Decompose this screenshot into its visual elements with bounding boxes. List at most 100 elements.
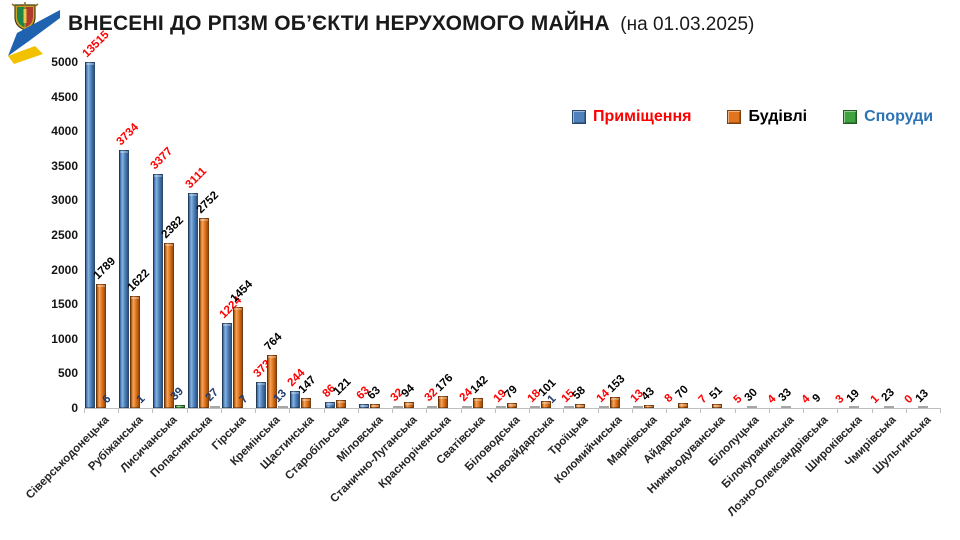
bar-Приміщення-Попаснянська bbox=[187, 192, 198, 408]
bar-value-label: 2752 bbox=[194, 188, 221, 216]
bar-value-label: 1622 bbox=[125, 267, 153, 294]
axis-tick bbox=[220, 409, 222, 413]
bar-Будівлі-Старобільська bbox=[335, 399, 346, 408]
legend: Приміщення Будівлі Споруди bbox=[572, 108, 933, 126]
axis-tick bbox=[392, 409, 394, 413]
flag-ribbon-icon bbox=[8, 10, 60, 64]
axis-tick bbox=[666, 409, 668, 413]
legend-marker-icon bbox=[727, 110, 742, 124]
bar-Приміщення-Марківська bbox=[632, 406, 643, 408]
bar-value-label: 764 bbox=[262, 331, 285, 354]
legend-item-Приміщення: Приміщення bbox=[572, 108, 691, 126]
bar-Будівлі-Новоайдарська bbox=[541, 401, 552, 408]
organization-logo-icon bbox=[8, 2, 60, 64]
axis-tick bbox=[905, 409, 907, 413]
legend-label: Споруди bbox=[864, 108, 934, 125]
axis-tick bbox=[426, 409, 428, 413]
y-axis-label: 3500 bbox=[51, 158, 78, 173]
y-axis-label: 500 bbox=[57, 366, 78, 381]
x-axis-line bbox=[84, 408, 941, 409]
axis-tick bbox=[357, 409, 359, 413]
axis-tick bbox=[837, 409, 839, 413]
axis-tick bbox=[597, 409, 599, 413]
bar-value-label: 3734 bbox=[114, 121, 142, 148]
bar-Приміщення-Рубіжанська bbox=[119, 149, 130, 408]
x-axis-label: Шульгинська bbox=[870, 414, 934, 477]
axis-tick bbox=[255, 409, 257, 413]
bar-value-label: 43 bbox=[639, 385, 657, 404]
bar-Приміщення-Гірська bbox=[221, 323, 232, 408]
y-axis-label: 4000 bbox=[51, 124, 78, 139]
chart-title-date: (на 01.03.2025) bbox=[620, 14, 755, 35]
bar-Приміщення-Коломийчиська bbox=[598, 406, 609, 408]
bar-value-label: 2382 bbox=[159, 214, 187, 242]
axis-tick bbox=[940, 409, 941, 413]
bar-Будівлі-Попаснянська bbox=[198, 217, 209, 408]
bar-Будівлі-Айдарська bbox=[678, 403, 689, 408]
bar-Будівлі-Красноріченська bbox=[438, 395, 449, 408]
bar-Будівлі-Міловська bbox=[369, 403, 380, 408]
bar-Будівлі-Лисичанська bbox=[164, 243, 175, 408]
legend-label: Приміщення bbox=[593, 108, 692, 125]
axis-tick bbox=[529, 409, 531, 413]
bar-value-label: 176 bbox=[433, 371, 456, 394]
bar-value-label: 13 bbox=[913, 387, 931, 406]
axis-tick bbox=[460, 409, 462, 413]
axis-tick bbox=[631, 409, 633, 413]
axis-tick bbox=[289, 409, 291, 413]
bar-Будівлі-Білолуцька bbox=[746, 405, 757, 408]
bar-Приміщення-Сватівська bbox=[461, 406, 472, 408]
bar-value-label: 33 bbox=[776, 386, 794, 404]
bar-Приміщення-Сіверськодонецька bbox=[85, 62, 95, 408]
bar-Будівлі-Гірська bbox=[232, 307, 243, 408]
bar-Будівлі-Марківська bbox=[643, 405, 654, 408]
bar-Приміщення-Біловодська bbox=[495, 406, 506, 408]
bar-Будівлі-Щастинська bbox=[301, 397, 312, 408]
bar-value-label: 3111 bbox=[183, 165, 209, 191]
bar-value-label: 9 bbox=[810, 392, 824, 406]
bar-Будівлі-Білокуракинська bbox=[780, 405, 791, 408]
y-axis-label: 0 bbox=[71, 401, 78, 415]
bar-value-label: 63 bbox=[365, 384, 383, 402]
axis-tick bbox=[734, 409, 736, 413]
axis-tick bbox=[803, 409, 805, 413]
bar-Будівлі-Чмирівська bbox=[883, 406, 894, 408]
bar-value-label: 23 bbox=[879, 386, 897, 405]
axis-tick bbox=[118, 409, 120, 413]
bar-Приміщення-Троїцька bbox=[564, 406, 575, 408]
y-axis-label: 1500 bbox=[51, 297, 78, 312]
legend-item-Будівлі: Будівлі bbox=[727, 108, 807, 126]
page-title: ВНЕСЕНІ ДО РПЗМ ОБ’ЄКТИ НЕРУХОМОГО МАЙНА… bbox=[68, 12, 948, 36]
bar-value-label: 70 bbox=[673, 383, 692, 402]
bar-Будівлі-Сіверськодонецька bbox=[96, 284, 106, 408]
bar-Будівлі-Кремінська bbox=[267, 355, 278, 408]
legend-marker-icon bbox=[572, 110, 586, 124]
x-axis-label: Сіверськодонецька bbox=[23, 414, 112, 502]
bar-Приміщення-Кремінська bbox=[256, 382, 267, 408]
bar-value-label: 51 bbox=[707, 384, 726, 403]
y-axis-label: 5000 bbox=[51, 55, 78, 69]
axis-tick bbox=[563, 409, 565, 413]
bar-Приміщення-Красноріченська bbox=[427, 405, 438, 408]
plot-area: 13515 3734 3377 3111 1224 373 244 86 63 32 32 24 19 1… bbox=[81, 29, 940, 408]
bar-Приміщення-Старобільська bbox=[324, 402, 335, 408]
bar-Будівлі-Коломийчиська bbox=[609, 397, 620, 408]
bar-Будівлі-Нижньодуванська bbox=[712, 404, 723, 408]
y-axis-label: 2000 bbox=[51, 262, 78, 277]
bar-Приміщення-Новоайдарська bbox=[530, 406, 541, 408]
bar-Приміщення-Міловська bbox=[358, 403, 369, 408]
axis-tick bbox=[768, 409, 770, 413]
legend-marker-icon bbox=[843, 110, 858, 124]
bar-Споруди-Попаснянська bbox=[209, 406, 220, 408]
axis-tick bbox=[186, 409, 188, 413]
y-axis-label: 3000 bbox=[51, 193, 78, 208]
bar-Будівлі-Станично-Луганська bbox=[404, 401, 415, 408]
legend-item-Споруди: Споруди bbox=[843, 108, 933, 126]
bar-Будівлі-Троїцька bbox=[575, 404, 586, 408]
axis-tick bbox=[700, 409, 702, 413]
bar-Приміщення-Станично-Луганська bbox=[393, 405, 404, 408]
bar-Будівлі-Сватівська bbox=[472, 398, 483, 408]
bar-Приміщення-Лисичанська bbox=[153, 174, 164, 408]
y-axis-label: 1000 bbox=[51, 331, 78, 346]
bar-Приміщення-Щастинська bbox=[290, 391, 301, 408]
